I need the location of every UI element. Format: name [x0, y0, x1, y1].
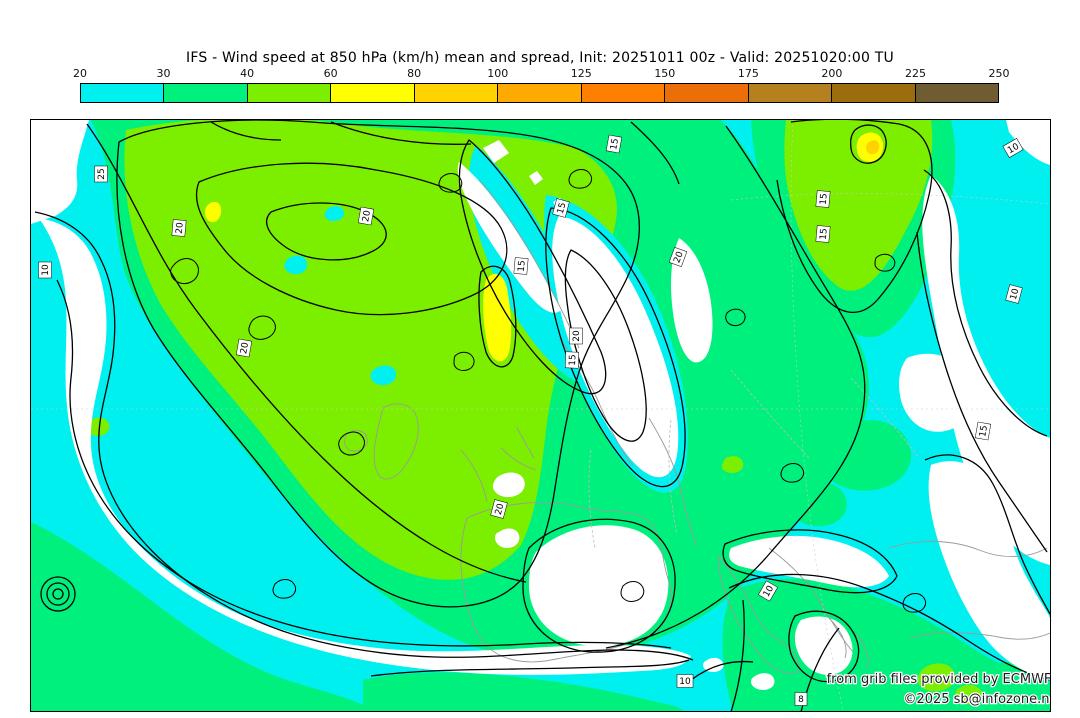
colorbar-tick: 30	[156, 67, 171, 80]
borders	[588, 369, 920, 549]
colorbar-segment	[330, 84, 414, 102]
colorbar-tick: 100	[487, 67, 509, 80]
colorbar-segment	[914, 84, 998, 102]
contour-label: 15	[819, 228, 830, 240]
weather-map: 25 20 15 15 15 20 15 15 20 15 20 20 10 1…	[30, 119, 1051, 712]
attribution-ecmwf: from grib files provided by ECMWF	[827, 672, 1050, 687]
contour-label: 20	[494, 502, 507, 516]
graticule	[31, 120, 1050, 711]
colorbar-tick: 175	[737, 67, 759, 80]
colorbar-segment	[497, 84, 581, 102]
fill-80-100	[866, 140, 880, 155]
colorbar-scale	[80, 83, 999, 103]
colorbar-segment	[747, 84, 832, 102]
contour-label: 20	[175, 222, 186, 235]
contour-label: 25	[97, 168, 107, 179]
colorbar-tick: 60	[323, 67, 338, 80]
attribution-copyright: ©2025 sb@infozone.net	[903, 692, 1050, 707]
contour-label: 8	[798, 695, 804, 705]
page-title: IFS - Wind speed at 850 hPa (km/h) mean …	[186, 50, 894, 66]
colorbar-tick: 40	[240, 67, 255, 80]
colorbar-segment	[163, 84, 247, 102]
colorbar-tick: 225	[904, 67, 926, 80]
contour-label: 10	[679, 677, 691, 687]
colorbar-tick: 20	[73, 67, 87, 80]
colorbar-tick: 125	[570, 67, 592, 80]
colorbar-segment	[413, 84, 498, 102]
contour-label: 20	[572, 330, 582, 342]
contour-label: 15	[556, 201, 569, 215]
colorbar-segment	[831, 84, 915, 102]
contour-label: 20	[239, 341, 251, 354]
colorbar-segment	[664, 84, 748, 102]
colorbar-tick: 150	[654, 67, 676, 80]
contour-label: 15	[609, 138, 621, 151]
map-canvas: 25 20 15 15 15 20 15 15 20 15 20 20 10 1…	[31, 120, 1050, 711]
colorbar-tick: 80	[407, 67, 422, 80]
contour-label: 10	[41, 264, 51, 276]
colorbar-segment	[580, 84, 665, 102]
colorbar-tick: 200	[821, 67, 843, 80]
contour-label: 10	[1009, 287, 1022, 301]
contour-labels: 25 20 15 15 15 20 15 15 20 15 20 20 10 1…	[38, 134, 1024, 706]
colorbar-tick: 250	[988, 67, 1010, 80]
contour-label: 15	[517, 260, 528, 272]
contour-label: 15	[978, 425, 990, 438]
colorbar-segment	[81, 84, 164, 102]
colorbar-tick-labels: 20 30 40 60 80 100 125 150 175 200 225 2…	[73, 67, 1010, 81]
minor-contours	[170, 169, 927, 613]
spread-contours	[34, 120, 1050, 711]
contour-label: 15	[568, 354, 578, 366]
contour-label: 20	[672, 250, 685, 264]
colorbar-segment	[246, 84, 331, 102]
colorbar: 20 30 40 60 80 100 125 150 175 200 225 2…	[73, 67, 1010, 103]
contour-label: 15	[819, 193, 830, 205]
contour-label: 20	[361, 209, 373, 222]
fill-below-20	[31, 120, 1050, 690]
